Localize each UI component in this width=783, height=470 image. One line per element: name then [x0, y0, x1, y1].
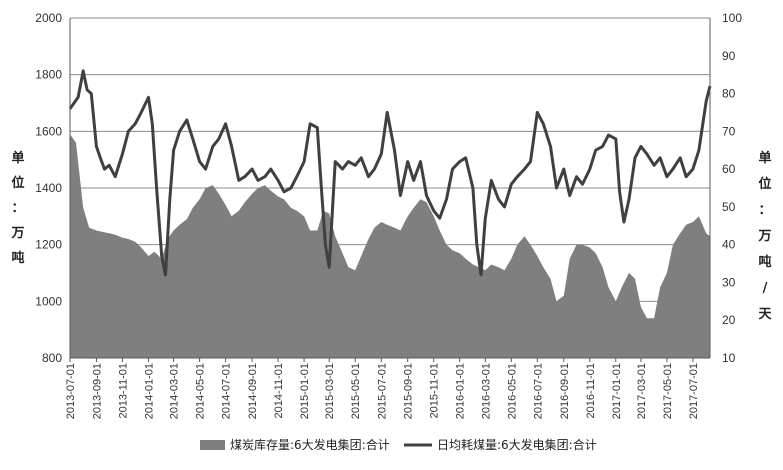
y-right-axis-label: 单位 ： 万吨 / 天 [757, 150, 772, 322]
inventory-area-layer [70, 134, 710, 358]
legend-swatch-inventory [200, 440, 225, 450]
axis-label-char: ： [758, 203, 771, 218]
x-tick-label: 2014-05-01 [195, 363, 207, 419]
axis-label-char: 吨 [758, 254, 771, 270]
y-right-tick-labels: 10 20 30 40 50 60 70 80 90 100 [722, 11, 742, 365]
x-tick-label: 2014-11-01 [273, 363, 285, 418]
x-tick-label: 2016-05-01 [506, 363, 518, 419]
x-tick-label: 2013-07-01 [65, 363, 77, 419]
y-left-axis-label: 单位 ： 万吨 [10, 150, 24, 266]
x-tick-label: 2015-09-01 [403, 363, 415, 419]
axes [69, 18, 711, 359]
y-left-tick-label: 1600 [35, 124, 62, 138]
x-tick-label: 2014-09-01 [247, 363, 259, 419]
y-left-tick-labels: 800 1000 1200 1400 1600 1800 2000 [35, 11, 62, 365]
x-tick-label: 2017-05-01 [662, 363, 674, 419]
y-right-tick-label: 80 [722, 87, 736, 101]
y-right-tick-label: 100 [722, 11, 742, 25]
consumption-line-layer [68, 69, 712, 277]
axis-label-char: 单 [758, 150, 771, 166]
y-right-tick-label: 20 [722, 313, 736, 327]
axis-label-char: 位 [11, 175, 24, 191]
y-right-tick-label: 30 [722, 275, 736, 289]
axis-label-char: ： [11, 201, 24, 216]
legend-label-inventory: 煤炭库存量:6大发电集团:合计 [230, 437, 390, 452]
x-tick-label: 2014-03-01 [169, 363, 181, 419]
axis-label-char: 天 [758, 307, 772, 322]
x-tick-label: 2014-01-01 [143, 363, 155, 419]
x-tick-label: 2015-11-01 [429, 363, 441, 418]
axis-label-char: / [763, 281, 768, 296]
axis-label-char: 单 [11, 150, 24, 166]
x-tick-label: 2015-07-01 [376, 363, 388, 419]
consumption-line [68, 69, 712, 277]
x-tick-label: 2015-03-01 [324, 363, 336, 419]
legend-label-consumption: 日均耗煤量:6大发电集团:合计 [437, 437, 597, 452]
x-tick-label: 2013-11-01 [117, 363, 129, 418]
x-tick-label: 2016-07-01 [532, 363, 544, 419]
x-tick-label: 2013-09-01 [91, 363, 103, 419]
x-tick-label: 2017-01-01 [611, 363, 623, 419]
x-tick-label: 2017-03-01 [636, 363, 648, 419]
axis-label-char: 位 [758, 176, 771, 192]
y-left-tick-label: 1800 [35, 68, 62, 82]
y-left-tick-label: 1200 [35, 238, 62, 252]
x-tick-label: 2017-07-01 [688, 363, 700, 419]
axis-label-char: 万 [10, 226, 24, 241]
y-right-tick-label: 70 [722, 124, 736, 138]
legend: 煤炭库存量:6大发电集团:合计 日均耗煤量:6大发电集团:合计 [200, 437, 597, 452]
y-left-tick-label: 1000 [35, 294, 62, 308]
y-right-tick-label: 90 [722, 49, 736, 63]
y-right-tick-label: 40 [722, 238, 736, 252]
x-tick-label: 2014-07-01 [221, 363, 233, 419]
x-tick-label: 2015-05-01 [350, 363, 362, 419]
inventory-area [70, 134, 710, 358]
x-tick-label: 2016-01-01 [455, 363, 467, 419]
axis-label-char: 吨 [11, 250, 24, 266]
x-tick-labels: 2013-07-01 2013-09-01 2013-11-01 2014-01-01… [65, 358, 700, 419]
y-left-tick-label: 1400 [35, 181, 62, 195]
y-right-tick-label: 50 [722, 200, 736, 214]
x-tick-label: 2015-01-01 [299, 363, 311, 419]
y-right-tick-label: 60 [722, 162, 736, 176]
x-tick-label: 2016-09-01 [559, 363, 571, 419]
y-left-tick-label: 2000 [35, 11, 62, 25]
x-tick-label: 2016-03-01 [480, 363, 492, 419]
y-right-tick-label: 10 [722, 351, 736, 365]
axis-label-char: 万 [757, 229, 771, 244]
x-tick-label: 2016-11-01 [585, 363, 597, 418]
y-left-tick-label: 800 [42, 351, 62, 365]
